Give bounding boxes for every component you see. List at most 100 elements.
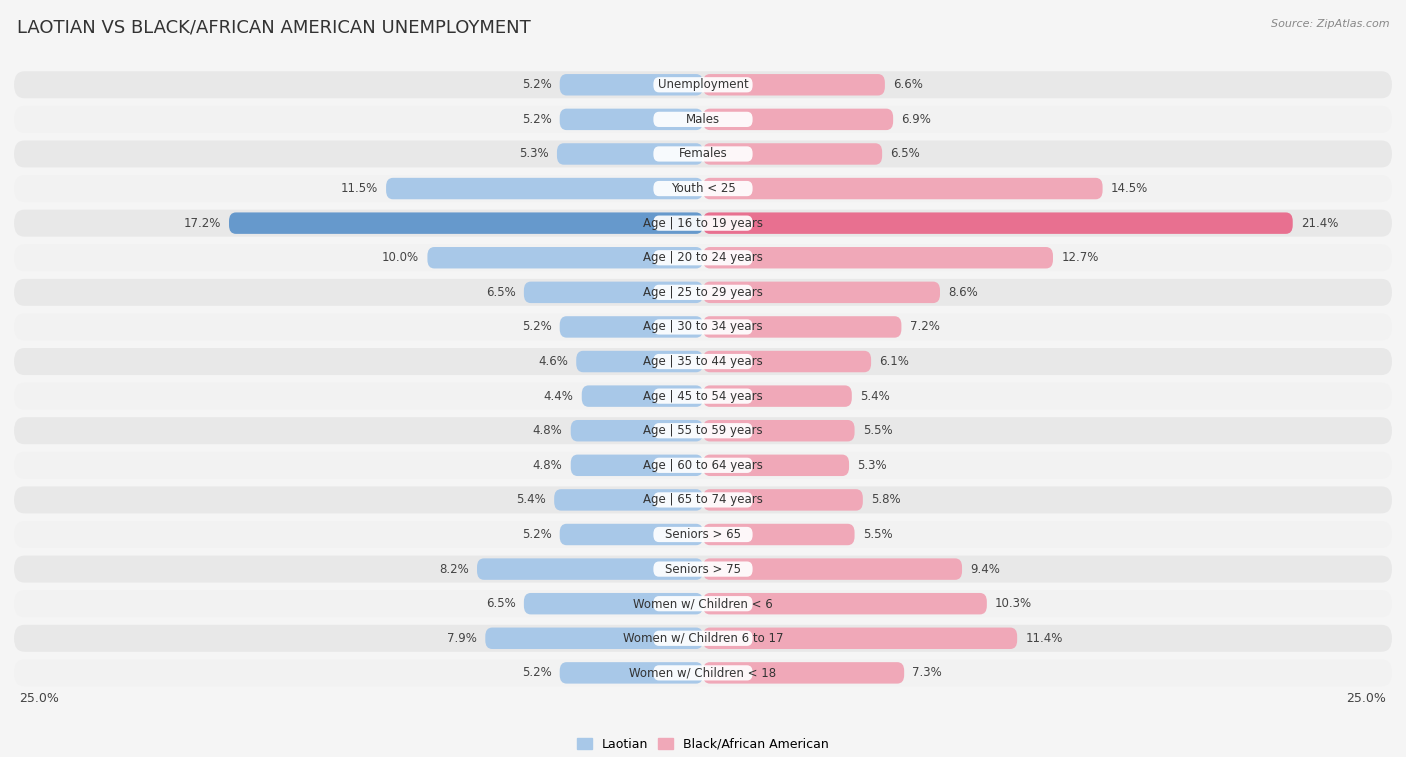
FancyBboxPatch shape xyxy=(654,631,752,646)
Text: 5.2%: 5.2% xyxy=(522,666,551,679)
Text: 4.6%: 4.6% xyxy=(538,355,568,368)
FancyBboxPatch shape xyxy=(560,109,703,130)
FancyBboxPatch shape xyxy=(703,247,1053,269)
Text: Age | 16 to 19 years: Age | 16 to 19 years xyxy=(643,217,763,229)
FancyBboxPatch shape xyxy=(14,210,1392,237)
Text: 6.9%: 6.9% xyxy=(901,113,931,126)
Text: Age | 30 to 34 years: Age | 30 to 34 years xyxy=(643,320,763,333)
FancyBboxPatch shape xyxy=(703,420,855,441)
Text: 6.1%: 6.1% xyxy=(879,355,910,368)
FancyBboxPatch shape xyxy=(229,213,703,234)
FancyBboxPatch shape xyxy=(14,382,1392,410)
FancyBboxPatch shape xyxy=(582,385,703,407)
FancyBboxPatch shape xyxy=(654,388,752,403)
FancyBboxPatch shape xyxy=(703,628,1017,649)
Text: 5.2%: 5.2% xyxy=(522,528,551,541)
FancyBboxPatch shape xyxy=(654,527,752,542)
FancyBboxPatch shape xyxy=(654,181,752,196)
Text: 17.2%: 17.2% xyxy=(183,217,221,229)
FancyBboxPatch shape xyxy=(14,556,1392,583)
Text: Women w/ Children < 18: Women w/ Children < 18 xyxy=(630,666,776,679)
FancyBboxPatch shape xyxy=(654,216,752,231)
Text: Age | 35 to 44 years: Age | 35 to 44 years xyxy=(643,355,763,368)
Text: 6.5%: 6.5% xyxy=(486,286,516,299)
FancyBboxPatch shape xyxy=(560,316,703,338)
Text: 5.2%: 5.2% xyxy=(522,78,551,92)
FancyBboxPatch shape xyxy=(703,489,863,511)
Text: 12.7%: 12.7% xyxy=(1062,251,1098,264)
Text: Age | 65 to 74 years: Age | 65 to 74 years xyxy=(643,494,763,506)
Text: 11.5%: 11.5% xyxy=(340,182,378,195)
Text: 4.8%: 4.8% xyxy=(533,424,562,438)
FancyBboxPatch shape xyxy=(14,141,1392,167)
FancyBboxPatch shape xyxy=(703,524,855,545)
FancyBboxPatch shape xyxy=(557,143,703,165)
FancyBboxPatch shape xyxy=(14,659,1392,687)
Legend: Laotian, Black/African American: Laotian, Black/African American xyxy=(572,733,834,755)
Text: 25.0%: 25.0% xyxy=(20,693,59,706)
Text: Seniors > 75: Seniors > 75 xyxy=(665,562,741,575)
FancyBboxPatch shape xyxy=(703,593,987,615)
Text: 6.5%: 6.5% xyxy=(486,597,516,610)
Text: 7.9%: 7.9% xyxy=(447,632,477,645)
Text: 5.3%: 5.3% xyxy=(519,148,548,160)
Text: 25.0%: 25.0% xyxy=(1347,693,1386,706)
FancyBboxPatch shape xyxy=(571,420,703,441)
Text: Youth < 25: Youth < 25 xyxy=(671,182,735,195)
FancyBboxPatch shape xyxy=(654,112,752,127)
FancyBboxPatch shape xyxy=(703,109,893,130)
FancyBboxPatch shape xyxy=(654,250,752,266)
Text: Age | 20 to 24 years: Age | 20 to 24 years xyxy=(643,251,763,264)
Text: 14.5%: 14.5% xyxy=(1111,182,1149,195)
Text: LAOTIAN VS BLACK/AFRICAN AMERICAN UNEMPLOYMENT: LAOTIAN VS BLACK/AFRICAN AMERICAN UNEMPL… xyxy=(17,19,530,37)
Text: Unemployment: Unemployment xyxy=(658,78,748,92)
FancyBboxPatch shape xyxy=(703,316,901,338)
Text: 10.0%: 10.0% xyxy=(382,251,419,264)
FancyBboxPatch shape xyxy=(654,458,752,473)
Text: 5.4%: 5.4% xyxy=(860,390,890,403)
FancyBboxPatch shape xyxy=(477,559,703,580)
Text: Seniors > 65: Seniors > 65 xyxy=(665,528,741,541)
FancyBboxPatch shape xyxy=(14,313,1392,341)
FancyBboxPatch shape xyxy=(654,423,752,438)
Text: Age | 55 to 59 years: Age | 55 to 59 years xyxy=(643,424,763,438)
FancyBboxPatch shape xyxy=(14,71,1392,98)
FancyBboxPatch shape xyxy=(560,74,703,95)
Text: 9.4%: 9.4% xyxy=(970,562,1000,575)
Text: Women w/ Children < 6: Women w/ Children < 6 xyxy=(633,597,773,610)
FancyBboxPatch shape xyxy=(14,521,1392,548)
FancyBboxPatch shape xyxy=(14,175,1392,202)
Text: Males: Males xyxy=(686,113,720,126)
Text: Age | 60 to 64 years: Age | 60 to 64 years xyxy=(643,459,763,472)
FancyBboxPatch shape xyxy=(703,282,941,303)
Text: 5.8%: 5.8% xyxy=(872,494,901,506)
FancyBboxPatch shape xyxy=(14,348,1392,375)
Text: 6.6%: 6.6% xyxy=(893,78,922,92)
FancyBboxPatch shape xyxy=(654,354,752,369)
FancyBboxPatch shape xyxy=(654,77,752,92)
FancyBboxPatch shape xyxy=(14,625,1392,652)
FancyBboxPatch shape xyxy=(654,562,752,577)
FancyBboxPatch shape xyxy=(14,106,1392,133)
FancyBboxPatch shape xyxy=(485,628,703,649)
Text: Age | 25 to 29 years: Age | 25 to 29 years xyxy=(643,286,763,299)
FancyBboxPatch shape xyxy=(14,245,1392,271)
FancyBboxPatch shape xyxy=(654,146,752,161)
FancyBboxPatch shape xyxy=(560,662,703,684)
FancyBboxPatch shape xyxy=(524,593,703,615)
Text: Age | 45 to 54 years: Age | 45 to 54 years xyxy=(643,390,763,403)
FancyBboxPatch shape xyxy=(654,319,752,335)
FancyBboxPatch shape xyxy=(703,213,1292,234)
FancyBboxPatch shape xyxy=(14,279,1392,306)
FancyBboxPatch shape xyxy=(703,559,962,580)
FancyBboxPatch shape xyxy=(703,143,882,165)
FancyBboxPatch shape xyxy=(387,178,703,199)
FancyBboxPatch shape xyxy=(554,489,703,511)
Text: 10.3%: 10.3% xyxy=(995,597,1032,610)
FancyBboxPatch shape xyxy=(654,665,752,681)
Text: 11.4%: 11.4% xyxy=(1025,632,1063,645)
Text: 5.5%: 5.5% xyxy=(863,528,893,541)
Text: 8.6%: 8.6% xyxy=(948,286,979,299)
FancyBboxPatch shape xyxy=(703,178,1102,199)
FancyBboxPatch shape xyxy=(654,596,752,612)
